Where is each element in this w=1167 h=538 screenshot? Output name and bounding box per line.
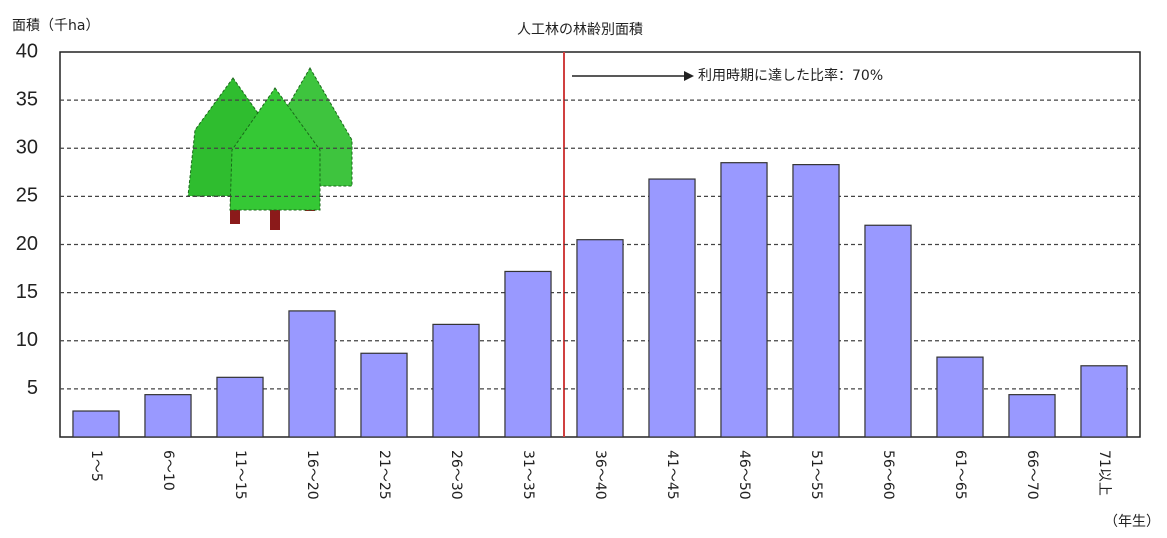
annotation-arrowhead	[684, 71, 694, 81]
bar	[216, 376, 264, 438]
bar	[936, 356, 984, 438]
x-tick-label: 11～15	[232, 450, 248, 500]
x-tick-label: 41～45	[664, 450, 680, 500]
bar	[144, 394, 192, 438]
x-tick-label: 31～35	[520, 450, 536, 500]
x-axis-label: （年生）	[1104, 514, 1160, 530]
x-tick-label: 6～10	[160, 450, 176, 491]
bar	[288, 310, 336, 438]
bar	[360, 352, 408, 438]
y-tick-label: 40	[16, 40, 38, 62]
x-tick-label: 46～50	[736, 450, 752, 500]
x-tick-label: 61～65	[952, 450, 968, 500]
y-tick-label: 10	[16, 329, 38, 351]
bar	[1008, 394, 1056, 438]
y-tick-label: 20	[16, 233, 38, 255]
bar	[864, 224, 912, 438]
x-tick-label: 16～20	[304, 450, 320, 500]
x-tick-label: 66～70	[1024, 450, 1040, 500]
x-tick-label: 56～60	[880, 450, 896, 500]
trees	[187, 67, 353, 230]
annotation: 利用時期に達した比率：70%	[698, 67, 883, 84]
bar	[648, 178, 696, 438]
bar	[1080, 365, 1128, 438]
bar	[720, 162, 768, 438]
x-tick-label: 21～25	[376, 450, 392, 500]
chart-title: 人工林の林齢別面積	[517, 22, 643, 38]
x-tick-label: 51～55	[808, 450, 824, 500]
y-tick-label: 25	[16, 185, 38, 207]
x-tick-label: 26～30	[448, 450, 464, 500]
bar	[576, 239, 624, 438]
y-tick-label: 35	[16, 88, 38, 110]
y-tick-label: 15	[16, 281, 38, 303]
bar	[432, 323, 480, 438]
bar	[504, 270, 552, 438]
bar	[72, 410, 120, 438]
x-tick-label: 1～5	[88, 450, 104, 482]
bar	[792, 164, 840, 438]
y-tick-label: 5	[27, 377, 38, 399]
y-axis-label: 面積（千ha）	[12, 18, 99, 34]
x-tick-label: 36～40	[592, 450, 608, 500]
y-tick-label: 30	[16, 137, 38, 159]
x-tick-label: 71以上	[1096, 450, 1112, 496]
